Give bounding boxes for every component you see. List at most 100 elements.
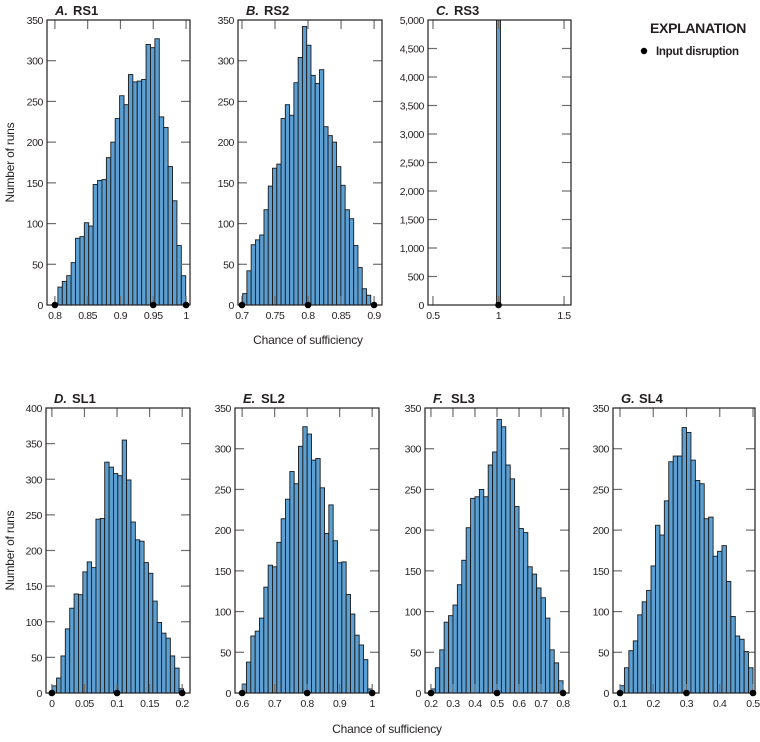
histogram-bar — [61, 280, 68, 306]
legend-title: EXPLANATION — [650, 20, 746, 36]
y-tick-label: 100 — [218, 219, 235, 231]
panel-letter: D. — [54, 391, 67, 406]
histogram-bar — [474, 496, 480, 694]
x-tick-label: 0.7 — [235, 310, 249, 322]
histogram-bar — [174, 667, 180, 694]
histogram-bar — [345, 594, 351, 694]
histogram-bar — [549, 649, 555, 694]
histogram-bar — [448, 615, 454, 694]
histogram-bar — [83, 222, 90, 306]
histogram-bar — [500, 426, 507, 694]
y-tick-label: 50 — [223, 259, 234, 271]
histogram-bar — [298, 445, 304, 694]
x-tick-label: 0.8 — [556, 698, 570, 710]
input-disruption-marker — [559, 689, 567, 697]
histogram-bar — [350, 613, 356, 694]
histogram-bar — [461, 559, 467, 694]
y-tick-label: 100 — [215, 607, 232, 619]
histogram-bar — [267, 185, 273, 306]
histogram-bar — [721, 545, 727, 694]
x-tick-label: 0.05 — [75, 698, 94, 710]
histogram-bar — [172, 200, 178, 306]
y-tick-label: 300 — [26, 474, 43, 486]
histogram-bar — [536, 587, 542, 694]
input-disruption-marker — [304, 301, 312, 309]
histogram-bar — [69, 607, 75, 694]
histogram-bar — [366, 294, 372, 306]
x-tick-label: 0 — [49, 698, 55, 710]
y-tick-label: 0 — [416, 688, 422, 700]
histogram-bar — [540, 597, 546, 694]
histogram-bar — [250, 635, 256, 694]
histogram-bar — [250, 244, 256, 306]
histogram-bar — [101, 179, 107, 306]
histogram-bar — [136, 80, 143, 306]
panel-title: RS1 — [73, 3, 98, 18]
panel-title: SL1 — [72, 391, 96, 406]
histogram-bar — [176, 245, 182, 306]
y-tick-label: 300 — [215, 444, 232, 456]
x-tick-label: 0.5 — [490, 698, 504, 710]
y-tick-label: 200 — [26, 546, 43, 558]
histogram-bar — [553, 662, 560, 694]
histogram-bar — [730, 616, 736, 694]
histogram-bar — [527, 566, 533, 694]
plot-frame — [46, 19, 191, 306]
histogram-bar — [336, 166, 342, 306]
panel-letter: C. — [436, 3, 449, 18]
histogram-bar — [280, 518, 286, 694]
histogram-bar — [361, 288, 367, 306]
x-tick-label: 1 — [183, 310, 189, 322]
histogram-bar — [672, 455, 679, 694]
histogram-bar — [293, 82, 299, 306]
y-tick-label: 150 — [593, 566, 610, 578]
histogram-bar — [717, 550, 723, 694]
histogram-bar — [246, 661, 252, 694]
input-disruption-marker — [48, 689, 56, 697]
x-tick-label: 0.3 — [680, 698, 694, 710]
y-tick-label: 0 — [229, 300, 235, 312]
y-tick-label: 5,000 — [400, 15, 425, 27]
panel-title: SL3 — [451, 391, 475, 406]
histogram-bar — [314, 83, 320, 306]
histogram-bar — [465, 527, 472, 694]
y-tick-label: 0 — [38, 300, 44, 312]
histogram-bar — [478, 488, 485, 694]
panel-letter: A. — [54, 3, 68, 18]
x-tick-label: 1.5 — [557, 310, 571, 322]
histogram-bar — [143, 562, 149, 694]
histogram-bar — [285, 498, 291, 694]
histogram-bar — [348, 218, 355, 306]
panel-letter: E. — [243, 391, 255, 406]
histogram-bar — [337, 562, 343, 694]
x-tick-label: 0.8 — [300, 698, 314, 710]
y-tick-label: 50 — [410, 647, 421, 659]
histogram-bar — [323, 126, 329, 306]
histogram-bar — [505, 464, 511, 694]
histogram-bar — [357, 267, 363, 306]
histogram-bar — [88, 225, 94, 306]
histogram-bar — [259, 617, 265, 694]
histogram-bar — [117, 475, 123, 694]
histogram-bar — [650, 565, 656, 694]
histogram-bar — [263, 586, 269, 694]
histogram-bar — [169, 655, 176, 694]
y-tick-label: 200 — [593, 525, 610, 537]
x-tick-label: 0.7 — [534, 698, 548, 710]
histogram-bar — [531, 573, 538, 694]
histogram-bar — [161, 632, 167, 694]
x-tick-label: 0.85 — [78, 310, 97, 322]
panel-title: RS3 — [454, 3, 479, 18]
histogram-bar — [139, 540, 145, 694]
histogram-bar — [518, 528, 524, 694]
histogram-bar — [324, 532, 330, 694]
y-tick-label: 50 — [31, 652, 42, 664]
panel-sl3: 0 50 100 150 200 250 300 350 0.2 0.3 0.4 0.5 0.6 0.7 0… — [405, 391, 571, 710]
legend: EXPLANATION Input disruption — [640, 20, 746, 58]
input-disruption-marker — [495, 301, 502, 309]
histogram-bar — [341, 561, 347, 694]
y-tick-label: 50 — [220, 647, 231, 659]
y-tick-label: 500 — [408, 272, 425, 284]
histogram-bar — [113, 473, 119, 694]
x-axis-title-top: Chance of sufficiency — [253, 333, 363, 347]
